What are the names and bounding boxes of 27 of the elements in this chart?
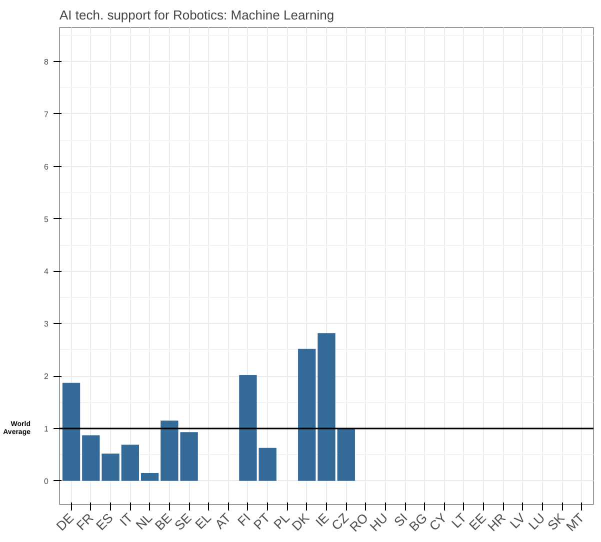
x-tick-label: AT [212,510,234,532]
bar [318,333,336,481]
x-tick-label: IE [312,510,332,530]
bar [140,473,159,481]
y-tick-label: 2 [44,372,50,382]
x-tick-label: EL [192,510,214,532]
y-tick-label: 7 [44,110,50,119]
bar [62,382,80,481]
chart-title: AI tech. support for Robotics: Machine Learning [60,8,334,22]
bar [121,444,140,481]
y-tick-label: 0 [44,476,50,486]
y-tick-label: 3 [44,320,50,329]
bar [102,454,120,481]
y-tick-label: 4 [44,267,50,276]
y-tick-label: 6 [44,162,50,172]
bar [298,348,316,481]
bar [82,435,100,481]
bar [258,448,276,481]
x-tick-label: FI [234,510,254,529]
y-tick-label: 8 [44,58,50,67]
x-tick-label: PT [250,510,273,533]
bar [239,375,257,481]
y-tick-label: 1 [44,424,50,434]
y-tick-label: 5 [44,214,50,224]
x-tick-label: HU [366,510,391,534]
x-tick-label: MT [563,510,588,534]
bar [337,428,355,481]
